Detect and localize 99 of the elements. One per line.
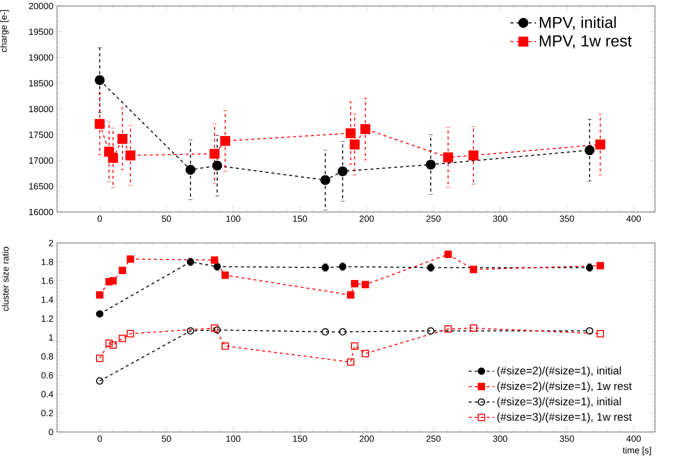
- point: [96, 291, 104, 299]
- legend-label: (#size=3)/(#size=1), 1w rest: [497, 412, 632, 423]
- point: [444, 325, 452, 333]
- point: [222, 271, 229, 279]
- point: [118, 266, 126, 274]
- y-tick-label: 1: [49, 334, 54, 341]
- point: [94, 118, 105, 129]
- point: [320, 175, 330, 186]
- y-tick-label: 2: [48, 240, 54, 246]
- point: [212, 160, 222, 171]
- point: [584, 145, 595, 156]
- point: [125, 150, 136, 160]
- point: [444, 250, 452, 258]
- y-tick-label: 18000: [29, 106, 54, 112]
- point: [210, 324, 218, 332]
- point: [346, 128, 356, 138]
- point: [210, 148, 220, 159]
- x-tick-label: 400: [626, 216, 641, 222]
- x-tick-label: 300: [493, 436, 508, 442]
- x-tick-label: 100: [226, 436, 240, 442]
- legend-label: MPV, initial: [540, 16, 616, 30]
- legend-label: (#size=3)/(#size=1), initial: [497, 397, 621, 408]
- point: [350, 342, 358, 350]
- y-tick-label: 0.6: [41, 372, 54, 378]
- y-tick-label: 0: [48, 428, 54, 436]
- y-tick-label: 16500: [29, 183, 54, 190]
- point: [109, 341, 117, 349]
- x-tick-label: 50: [162, 436, 172, 442]
- y-tick-label: 0.4: [41, 391, 54, 398]
- point: [186, 164, 196, 175]
- point: [350, 280, 358, 288]
- point: [105, 339, 113, 347]
- legend-label: MPV, 1w rest: [540, 35, 632, 48]
- y-tick-label: 1.4: [42, 296, 54, 303]
- point: [596, 330, 604, 338]
- point: [117, 134, 128, 144]
- x-axis-title: time [s]: [622, 446, 651, 456]
- point: [470, 266, 478, 274]
- x-tick-label: 200: [360, 436, 374, 442]
- y-tick-label: 1.6: [42, 278, 54, 284]
- point: [118, 334, 126, 342]
- x-tick-label: 300: [493, 216, 508, 222]
- x-tick-label: 0: [98, 216, 102, 222]
- point: [426, 160, 436, 170]
- y-tick-label: 0.2: [41, 410, 54, 416]
- legend-label: (#size=2)/(#size=1), 1w rest: [497, 382, 632, 392]
- y-tick-label: 19000: [29, 54, 54, 61]
- point: [596, 262, 604, 270]
- point: [220, 136, 230, 146]
- y-tick-label: 19500: [29, 28, 54, 35]
- point: [186, 327, 194, 335]
- point: [222, 342, 229, 350]
- point: [346, 291, 354, 299]
- point: [595, 140, 606, 150]
- point: [109, 277, 117, 284]
- point: [94, 75, 105, 86]
- point: [96, 310, 104, 318]
- point: [362, 280, 370, 288]
- x-tick-label: 100: [226, 216, 240, 222]
- point: [213, 326, 221, 334]
- y-tick-label: 20000: [29, 2, 54, 10]
- point: [468, 150, 478, 160]
- point: [360, 124, 370, 134]
- x-tick-label: 50: [162, 216, 172, 222]
- point: [96, 377, 104, 385]
- point: [427, 327, 434, 335]
- point: [586, 327, 594, 335]
- y-axis-title: cluster size ratio: [2, 246, 9, 311]
- point: [470, 324, 478, 332]
- x-tick-label: 250: [426, 216, 441, 222]
- point: [338, 328, 346, 336]
- x-tick-label: 250: [426, 436, 441, 442]
- point: [322, 328, 329, 336]
- y-tick-label: 1.2: [42, 315, 54, 322]
- point: [346, 358, 354, 366]
- y-tick-label: 0.8: [41, 353, 54, 360]
- y-tick-label: 1.8: [42, 258, 54, 266]
- y-tick-label: 16000: [29, 208, 54, 216]
- y-tick-label: 17000: [29, 157, 54, 164]
- point: [338, 166, 348, 176]
- x-tick-label: 350: [560, 436, 574, 442]
- legend-label: (#size=2)/(#size=1), initial: [497, 366, 621, 377]
- y-tick-label: 18500: [29, 80, 54, 86]
- point: [126, 330, 134, 338]
- x-tick-label: 200: [360, 216, 374, 222]
- x-tick-label: 350: [560, 216, 574, 222]
- point: [210, 256, 218, 264]
- x-tick-label: 400: [626, 436, 641, 442]
- x-tick-label: 150: [293, 216, 308, 222]
- point: [96, 354, 104, 362]
- y-axis-title: charge [e-]: [0, 10, 9, 52]
- x-tick-label: 150: [293, 436, 308, 442]
- point: [108, 152, 118, 163]
- point: [443, 152, 454, 162]
- point: [350, 140, 360, 150]
- point: [126, 255, 134, 263]
- y-tick-label: 17500: [29, 132, 54, 138]
- x-tick-label: 0: [98, 436, 102, 442]
- point: [362, 350, 370, 358]
